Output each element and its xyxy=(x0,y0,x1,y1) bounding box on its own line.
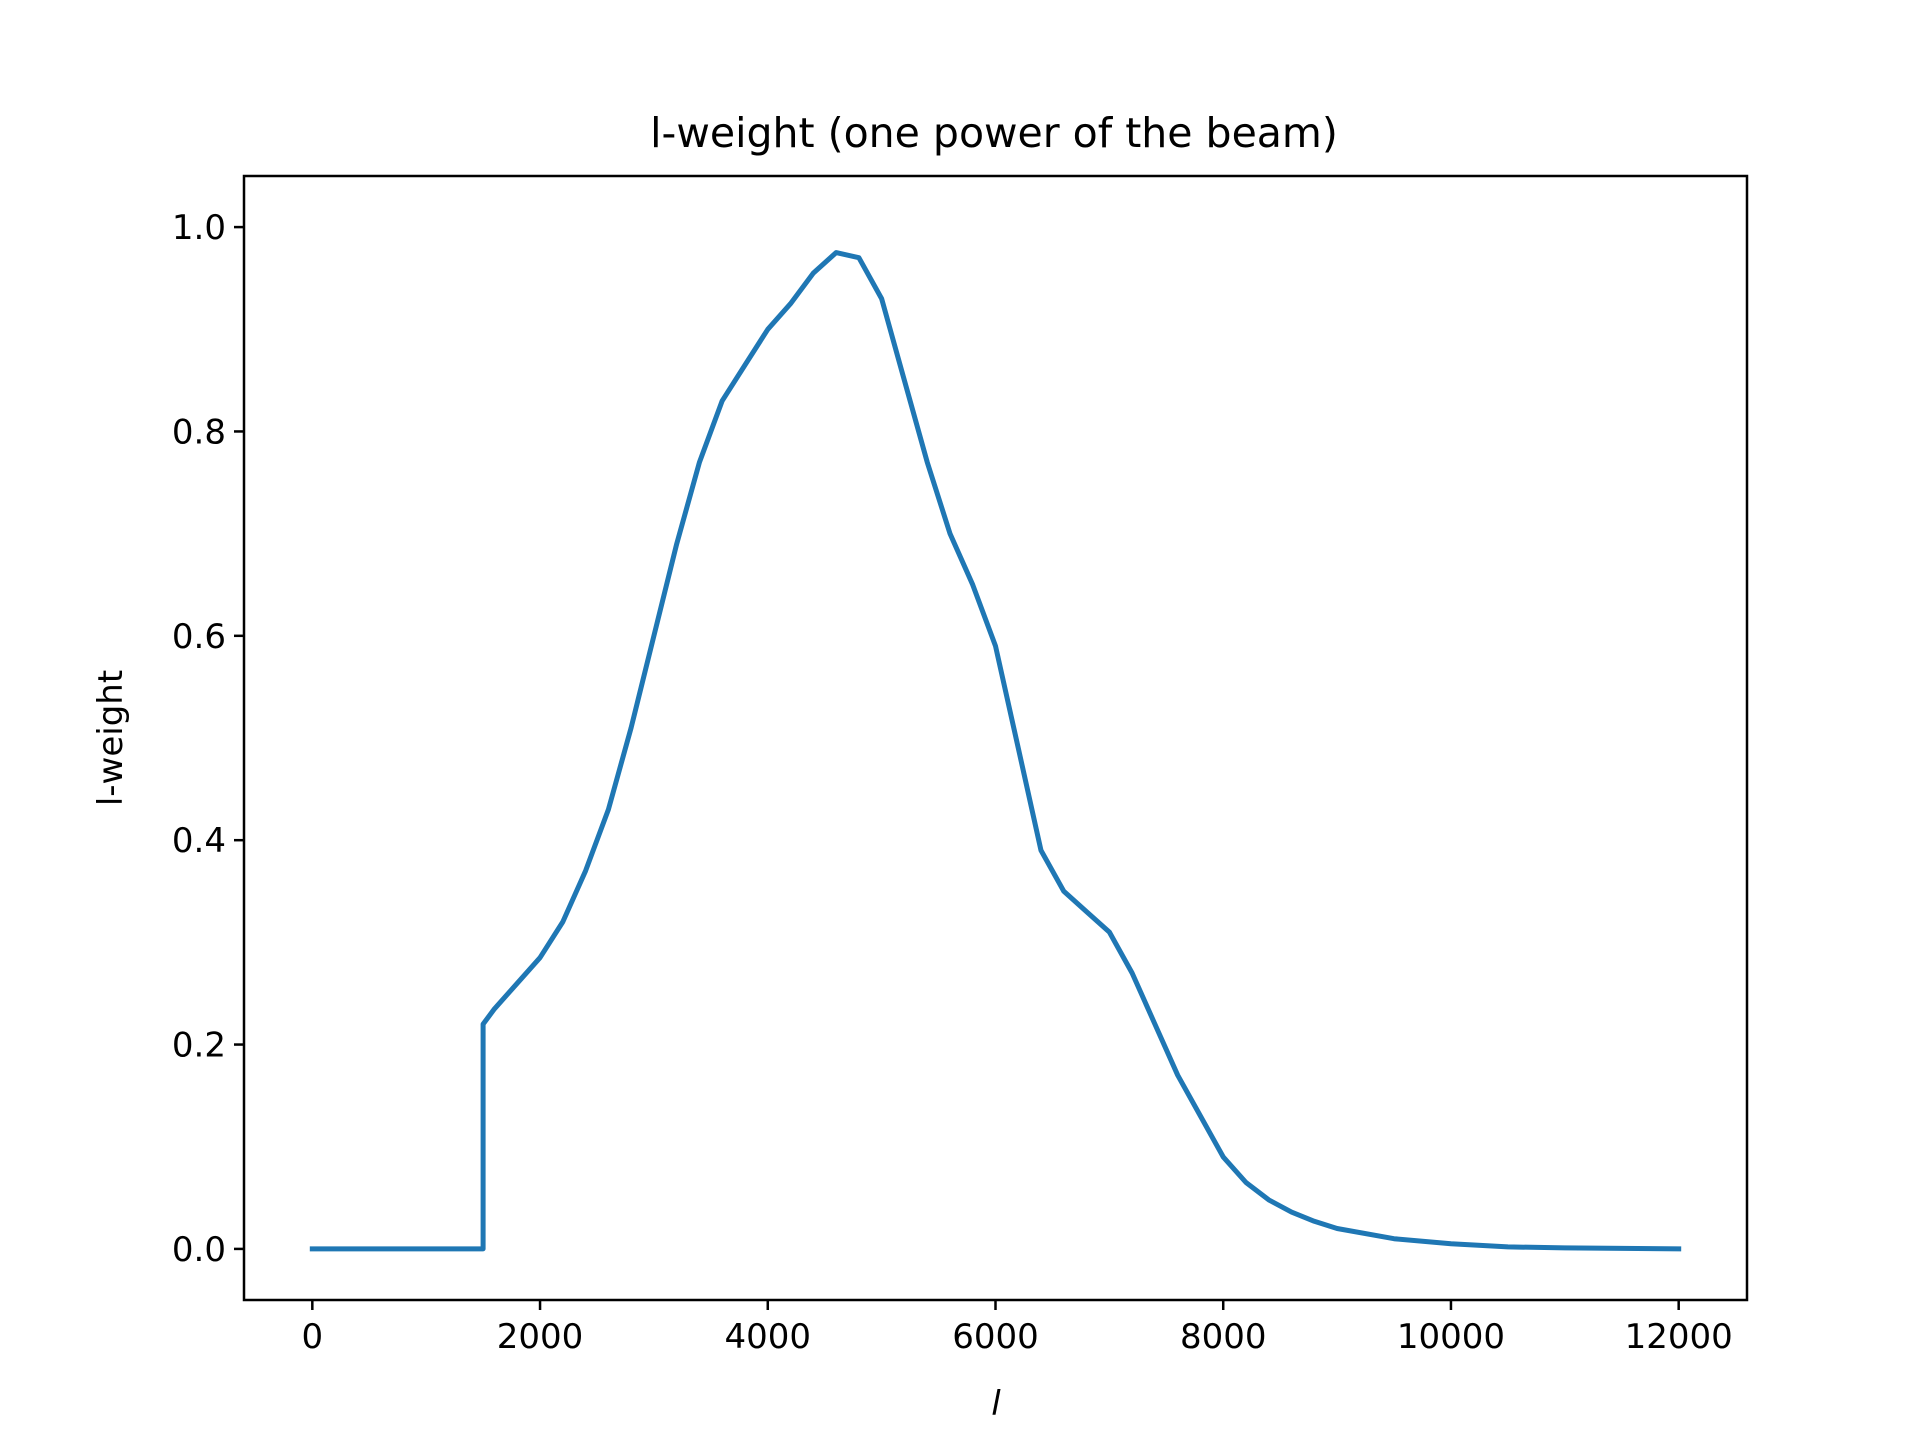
y-axis-ticks: 0.0 0.2 0.4 0.6 0.8 1.0 xyxy=(172,208,244,1270)
x-tick-label: 10000 xyxy=(1397,1317,1505,1357)
chart-title: l-weight (one power of the beam) xyxy=(650,109,1338,157)
x-tick-label: 2000 xyxy=(497,1317,584,1357)
x-tick-label: 4000 xyxy=(725,1317,812,1357)
y-tick-label: 0.0 xyxy=(172,1230,226,1270)
x-axis-label: l xyxy=(991,1384,1001,1424)
series-line xyxy=(309,250,1682,1252)
y-tick-label: 0.4 xyxy=(172,821,226,861)
y-axis-label: l-weight xyxy=(91,670,131,806)
x-tick-label: 0 xyxy=(301,1317,323,1357)
y-tick-label: 0.2 xyxy=(172,1026,226,1066)
x-axis-ticks: 0 2000 4000 6000 8000 10000 12000 xyxy=(301,1300,1733,1357)
y-tick-label: 0.8 xyxy=(172,412,226,452)
x-tick-label: 12000 xyxy=(1625,1317,1733,1357)
x-tick-label: 6000 xyxy=(952,1317,1039,1357)
plot-area xyxy=(309,250,1682,1252)
y-tick-label: 1.0 xyxy=(172,208,226,248)
x-tick-label: 8000 xyxy=(1180,1317,1267,1357)
y-tick-label: 0.6 xyxy=(172,617,226,657)
